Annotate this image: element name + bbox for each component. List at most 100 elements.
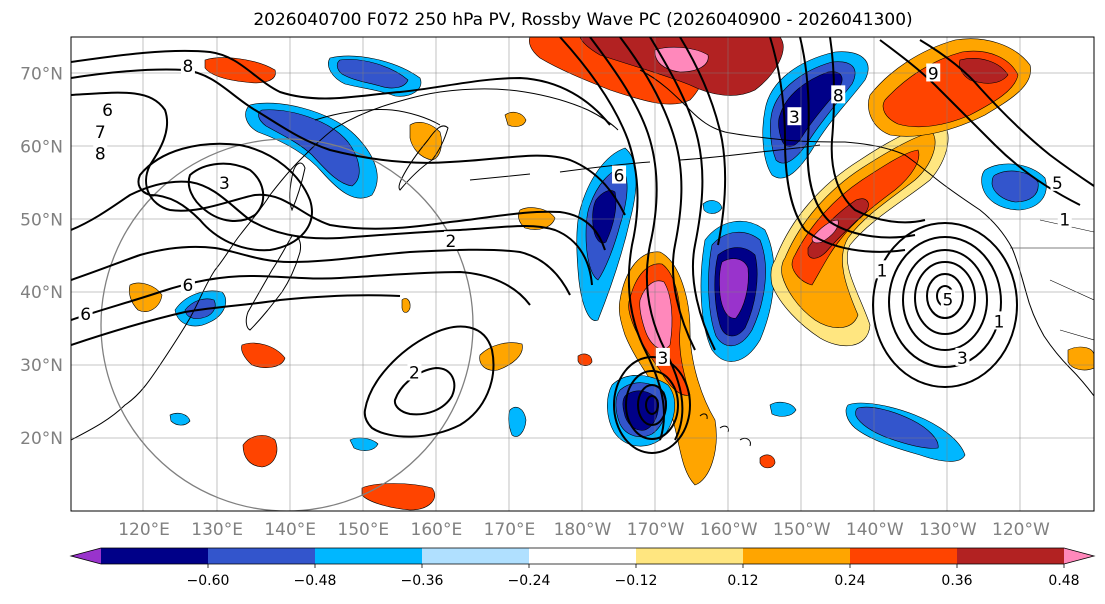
anomaly-positive: [409, 122, 442, 161]
pv-contour: [919, 39, 1094, 187]
contour-label: 3: [789, 108, 800, 128]
reference-circle: [100, 138, 474, 511]
colorbar-tick-label: −0.48: [294, 573, 337, 589]
anomaly-negative: [702, 200, 723, 214]
pv-contour: [137, 142, 313, 252]
contour-label: 6: [183, 276, 194, 296]
pv-contour: [829, 37, 926, 224]
lon-label: 120°W: [992, 520, 1050, 540]
latitude-labels: 70°N 60°N 50°N 40°N 30°N 20°N: [20, 64, 63, 449]
colorbar-segment: [636, 548, 744, 564]
colorbar-segment: [850, 548, 958, 564]
anomaly-positive: [361, 483, 436, 511]
pv-contour: [589, 37, 684, 441]
colorbar-tick-label: −0.12: [615, 573, 658, 589]
contour-label-bg: [93, 121, 108, 140]
colorbar-tick-label: 0.48: [1048, 573, 1079, 589]
pc-anomaly-fills: [128, 37, 1094, 511]
figure-title: 2026040700 F072 250 hPa PV, Rossby Wave …: [253, 10, 912, 30]
contour-label: 6: [102, 101, 113, 121]
coastline-okhotsk: [314, 109, 441, 126]
lon-label: 130°E: [191, 520, 243, 540]
pv-contour: [625, 370, 679, 440]
lon-label: 150°E: [337, 520, 389, 540]
contour-label-bg: [875, 260, 890, 279]
pv-contour: [872, 222, 1018, 388]
contour-label-bg: [831, 85, 846, 104]
lon-label: 170°W: [627, 520, 685, 540]
pv-contour: [679, 37, 727, 246]
colorbar-segment: [101, 548, 209, 564]
lon-label: 130°W: [919, 520, 977, 540]
coastline-asia: [71, 91, 441, 441]
contour-label: 5: [942, 291, 953, 311]
anomaly-negative: [991, 170, 1039, 203]
contour-label-bg: [612, 165, 627, 184]
colorbar-segment: [208, 548, 316, 564]
colorbar-tick-label: −0.24: [508, 573, 551, 589]
lat-label: 40°N: [20, 283, 63, 303]
colorbar-tick-label: 0.24: [834, 573, 865, 589]
colorbar: −0.60 −0.48 −0.36 −0.24 −0.12 0.12 0.24 0.36 0.4…: [69, 547, 1096, 589]
contour-label-bg: [407, 362, 422, 381]
pv-contour: [902, 249, 988, 351]
contour-label-bg: [443, 231, 458, 250]
contour-label: 9: [928, 64, 939, 84]
pv-contour: [914, 261, 976, 335]
colorbar-extend-high: [1064, 548, 1094, 564]
contour-label-bg: [1057, 209, 1072, 228]
pv-contour: [71, 180, 593, 286]
contour-label: 1: [1059, 210, 1070, 230]
colorbar-segment: [422, 548, 530, 564]
lon-label: 150°W: [773, 520, 831, 540]
lat-label: 60°N: [20, 137, 63, 157]
contour-label: 8: [183, 57, 194, 77]
contour-label: 1: [877, 261, 888, 281]
contour-label: 3: [657, 349, 668, 369]
contour-label-bg: [100, 99, 115, 118]
lat-label: 30°N: [20, 356, 63, 376]
contour-label-bg: [926, 63, 941, 82]
anomaly-positive: [401, 298, 411, 313]
lon-label: 120°E: [118, 520, 170, 540]
contour-label-bg: [655, 347, 670, 366]
contour-label-bg: [1050, 172, 1065, 191]
colorbar-tick-label: 0.12: [727, 573, 758, 589]
contour-label: 2: [409, 363, 420, 383]
anomaly-positive: [242, 435, 278, 468]
colorbar-tick-label: −0.36: [401, 573, 444, 589]
contour-label-bg: [940, 289, 955, 308]
contour-label-bg: [180, 274, 195, 293]
anomaly-negative: [336, 59, 409, 89]
lat-label: 50°N: [20, 210, 63, 230]
contour-label-bg: [93, 143, 108, 162]
contour-label: 8: [95, 145, 106, 165]
colorbar-tick-label: −0.60: [187, 573, 230, 589]
map-frame: [70, 36, 1095, 512]
contour-label-bg: [180, 56, 195, 75]
anomaly-negative: [169, 412, 191, 426]
pv-contour: [71, 245, 571, 296]
pv-contour: [71, 270, 531, 321]
pv-contour: [649, 37, 716, 351]
pv-contour: [613, 356, 691, 454]
lat-label: 70°N: [20, 64, 63, 84]
anomaly-positive: [504, 111, 527, 127]
contour-label-bg: [992, 311, 1007, 330]
pv-contour: [71, 49, 611, 126]
contour-label-bg: [78, 304, 93, 323]
pv-contour: [637, 384, 667, 426]
contour-label: 3: [957, 349, 968, 369]
contour-label: 2: [446, 232, 457, 252]
pv-contour: [888, 236, 1002, 368]
contour-label: 6: [614, 167, 625, 187]
pv-contour: [71, 294, 401, 346]
anomaly-positive: [1067, 346, 1094, 371]
anomaly-negative: [719, 258, 749, 319]
anomaly-negative: [778, 71, 843, 147]
lat-label: 20°N: [20, 429, 63, 449]
anomaly-positive: [759, 454, 776, 469]
